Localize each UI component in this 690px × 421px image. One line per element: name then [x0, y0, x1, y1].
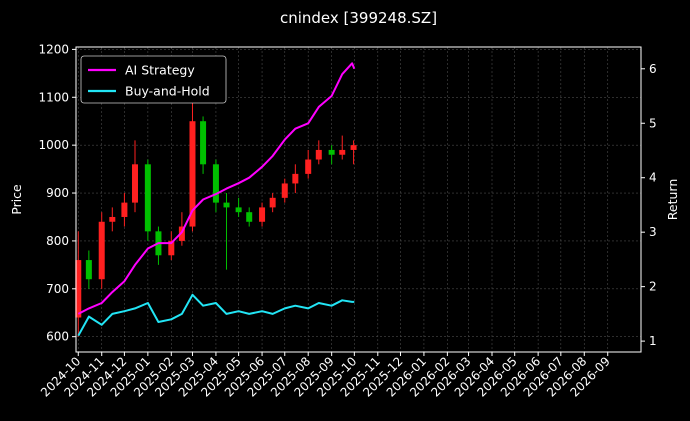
candle-body — [315, 149, 322, 160]
y-left-tick-label: 600 — [46, 330, 69, 344]
candle-body — [269, 197, 276, 208]
legend: AI Strategy Buy-and-Hold — [80, 55, 227, 104]
candle-body — [178, 226, 185, 241]
series-layer — [77, 62, 356, 337]
candle-body — [212, 164, 219, 203]
y-left-tick-label: 800 — [46, 234, 69, 248]
candle-body — [305, 159, 312, 174]
candle-body — [339, 149, 346, 155]
y-right-tick-label: 4 — [649, 171, 657, 185]
y-left-tick-label: 1000 — [38, 138, 69, 152]
candle-body — [328, 149, 335, 155]
plot-frame — [75, 46, 642, 353]
y-left-tick-label: 1200 — [38, 42, 69, 56]
candle-body — [223, 202, 230, 208]
y-right-tick-label: 5 — [649, 116, 657, 130]
y-left-tick-label: 1100 — [38, 90, 69, 104]
candle-body — [85, 260, 92, 280]
legend-label: AI Strategy — [125, 63, 195, 78]
candle-body — [98, 221, 105, 280]
y-right-tick-label: 1 — [649, 334, 657, 348]
candle-body — [200, 121, 207, 165]
candlestick-layer — [75, 87, 357, 337]
chart-title: cnindex [399248.SZ] — [280, 9, 437, 27]
candle-body — [259, 207, 266, 222]
y-right-tick-label: 6 — [649, 62, 657, 76]
y-axis-left-label: Price — [9, 184, 24, 215]
series-line-ai-strategy — [77, 62, 356, 315]
y-axis-right-label: Return — [665, 179, 680, 220]
legend-box — [80, 55, 227, 104]
candle-body — [144, 164, 151, 232]
series-line-buy-and-hold — [77, 293, 355, 337]
candle-body — [121, 202, 128, 217]
candle-body — [109, 216, 116, 222]
legend-label: Buy-and-Hold — [125, 84, 210, 99]
candle-body — [131, 164, 138, 203]
y-right-tick-label: 2 — [649, 280, 657, 294]
y-left-tick-label: 900 — [46, 186, 69, 200]
candle-body — [235, 207, 242, 213]
candle-body — [350, 145, 357, 150]
candle-body — [281, 183, 288, 198]
candle-body — [292, 173, 299, 184]
y-right-tick-label: 3 — [649, 225, 657, 239]
candle-body — [168, 240, 175, 256]
y-left-tick-label: 700 — [46, 282, 69, 296]
candle-body — [246, 212, 253, 222]
candle-body — [189, 121, 196, 227]
candle-body — [75, 260, 82, 318]
